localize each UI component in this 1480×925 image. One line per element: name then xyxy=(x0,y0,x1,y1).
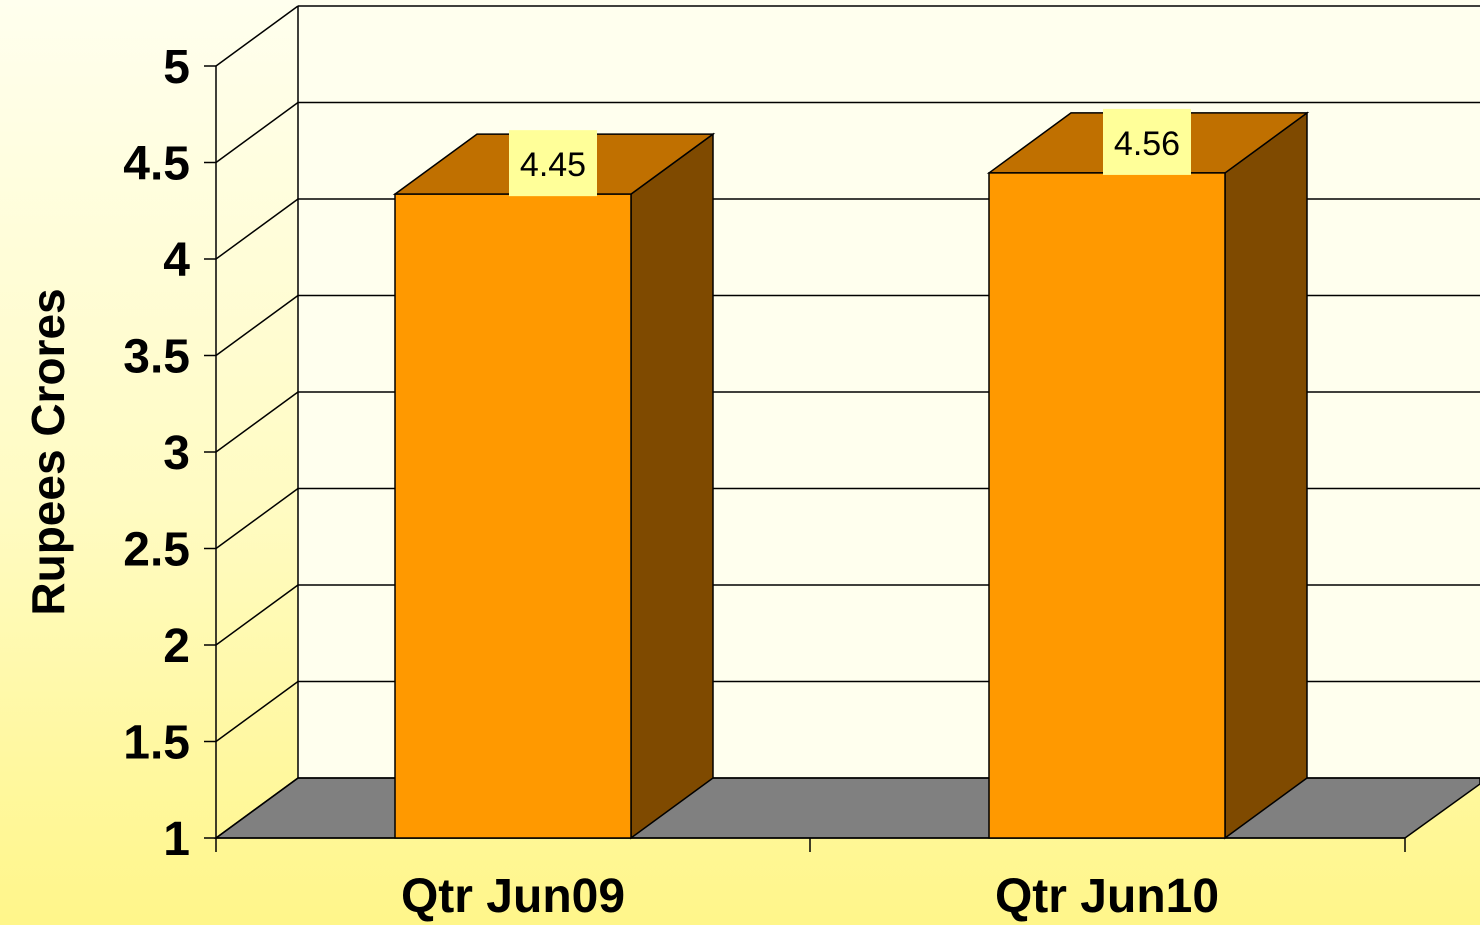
bar-2 xyxy=(986,111,1310,840)
y-axis-label: Rupees Crores xyxy=(22,288,74,615)
y-tick-label: 1.5 xyxy=(123,717,190,770)
y-tick-label: 2 xyxy=(163,620,190,673)
data-label: 4.45 xyxy=(509,130,597,197)
gridline-diagonal xyxy=(215,680,299,743)
data-label-text: 4.56 xyxy=(1114,125,1180,163)
gridline-diagonal xyxy=(215,777,299,839)
gridline-diagonal xyxy=(215,584,299,646)
y-tick-label: 3.5 xyxy=(123,331,190,384)
y-tick-labels: 1 1.5 2 2.5 3 3.5 4 4.5 5 xyxy=(123,41,190,866)
data-label-box xyxy=(509,130,597,197)
bar-front xyxy=(988,172,1226,839)
data-label-box xyxy=(1103,108,1191,175)
bar-side xyxy=(1224,111,1308,840)
bar-side xyxy=(630,132,714,840)
gridline-diagonal xyxy=(215,101,299,164)
x-tick-label: Qtr Jun10 xyxy=(995,870,1219,923)
gridline-diagonal xyxy=(215,198,299,260)
data-labels: 4.45 4.56 xyxy=(509,108,1191,197)
x-tick-labels: Qtr Jun09 Qtr Jun10 xyxy=(401,870,1219,923)
y-tick-label: 2.5 xyxy=(123,524,190,577)
bar-1 xyxy=(392,132,716,840)
y-tick-label: 4.5 xyxy=(123,138,190,191)
x-tick-label: Qtr Jun09 xyxy=(401,870,625,923)
gridline-diagonal xyxy=(215,294,299,357)
gridline-diagonal xyxy=(215,5,299,67)
data-label: 4.56 xyxy=(1103,108,1191,175)
gridline-diagonal xyxy=(215,487,299,550)
y-tick-label: 4 xyxy=(163,234,190,287)
y-tick-label: 1 xyxy=(163,813,190,866)
bar-front xyxy=(394,193,632,839)
bars xyxy=(392,111,1310,840)
data-label-text: 4.45 xyxy=(520,146,586,184)
gridline-diagonal xyxy=(215,391,299,453)
y-tick-label: 3 xyxy=(163,427,190,480)
y-tick-label: 5 xyxy=(163,41,190,94)
